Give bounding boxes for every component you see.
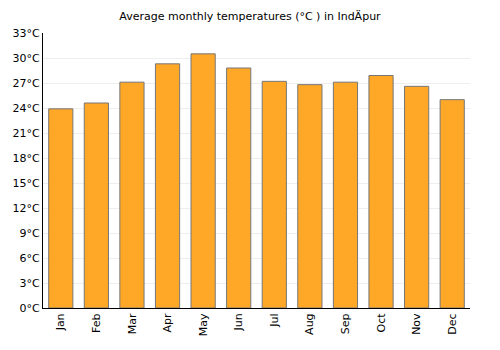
svg-text:Sep: Sep [339,313,352,334]
svg-text:Jun: Jun [232,313,245,331]
svg-text:33°C: 33°C [13,27,40,40]
svg-text:18°C: 18°C [13,152,40,165]
svg-text:27°C: 27°C [13,77,40,90]
svg-text:Jan: Jan [54,313,67,331]
svg-text:0°C: 0°C [20,302,40,315]
svg-text:Apr: Apr [161,313,174,333]
svg-text:21°C: 21°C [13,127,40,140]
svg-text:Aug: Aug [303,313,316,334]
svg-text:Average monthly temperatures (: Average monthly temperatures (°C ) in In… [119,10,381,23]
svg-text:30°C: 30°C [13,52,40,65]
svg-text:Jul: Jul [268,313,281,327]
svg-text:24°C: 24°C [13,102,40,115]
svg-text:Dec: Dec [446,313,459,334]
svg-text:Nov: Nov [410,313,423,335]
svg-text:15°C: 15°C [13,177,40,190]
svg-text:Oct: Oct [375,313,388,333]
svg-text:9°C: 9°C [20,227,40,240]
svg-text:May: May [197,313,210,336]
svg-text:Feb: Feb [90,313,103,332]
svg-text:Mar: Mar [126,313,139,334]
svg-text:3°C: 3°C [20,277,40,290]
svg-text:6°C: 6°C [20,252,40,265]
svg-text:12°C: 12°C [13,202,40,215]
